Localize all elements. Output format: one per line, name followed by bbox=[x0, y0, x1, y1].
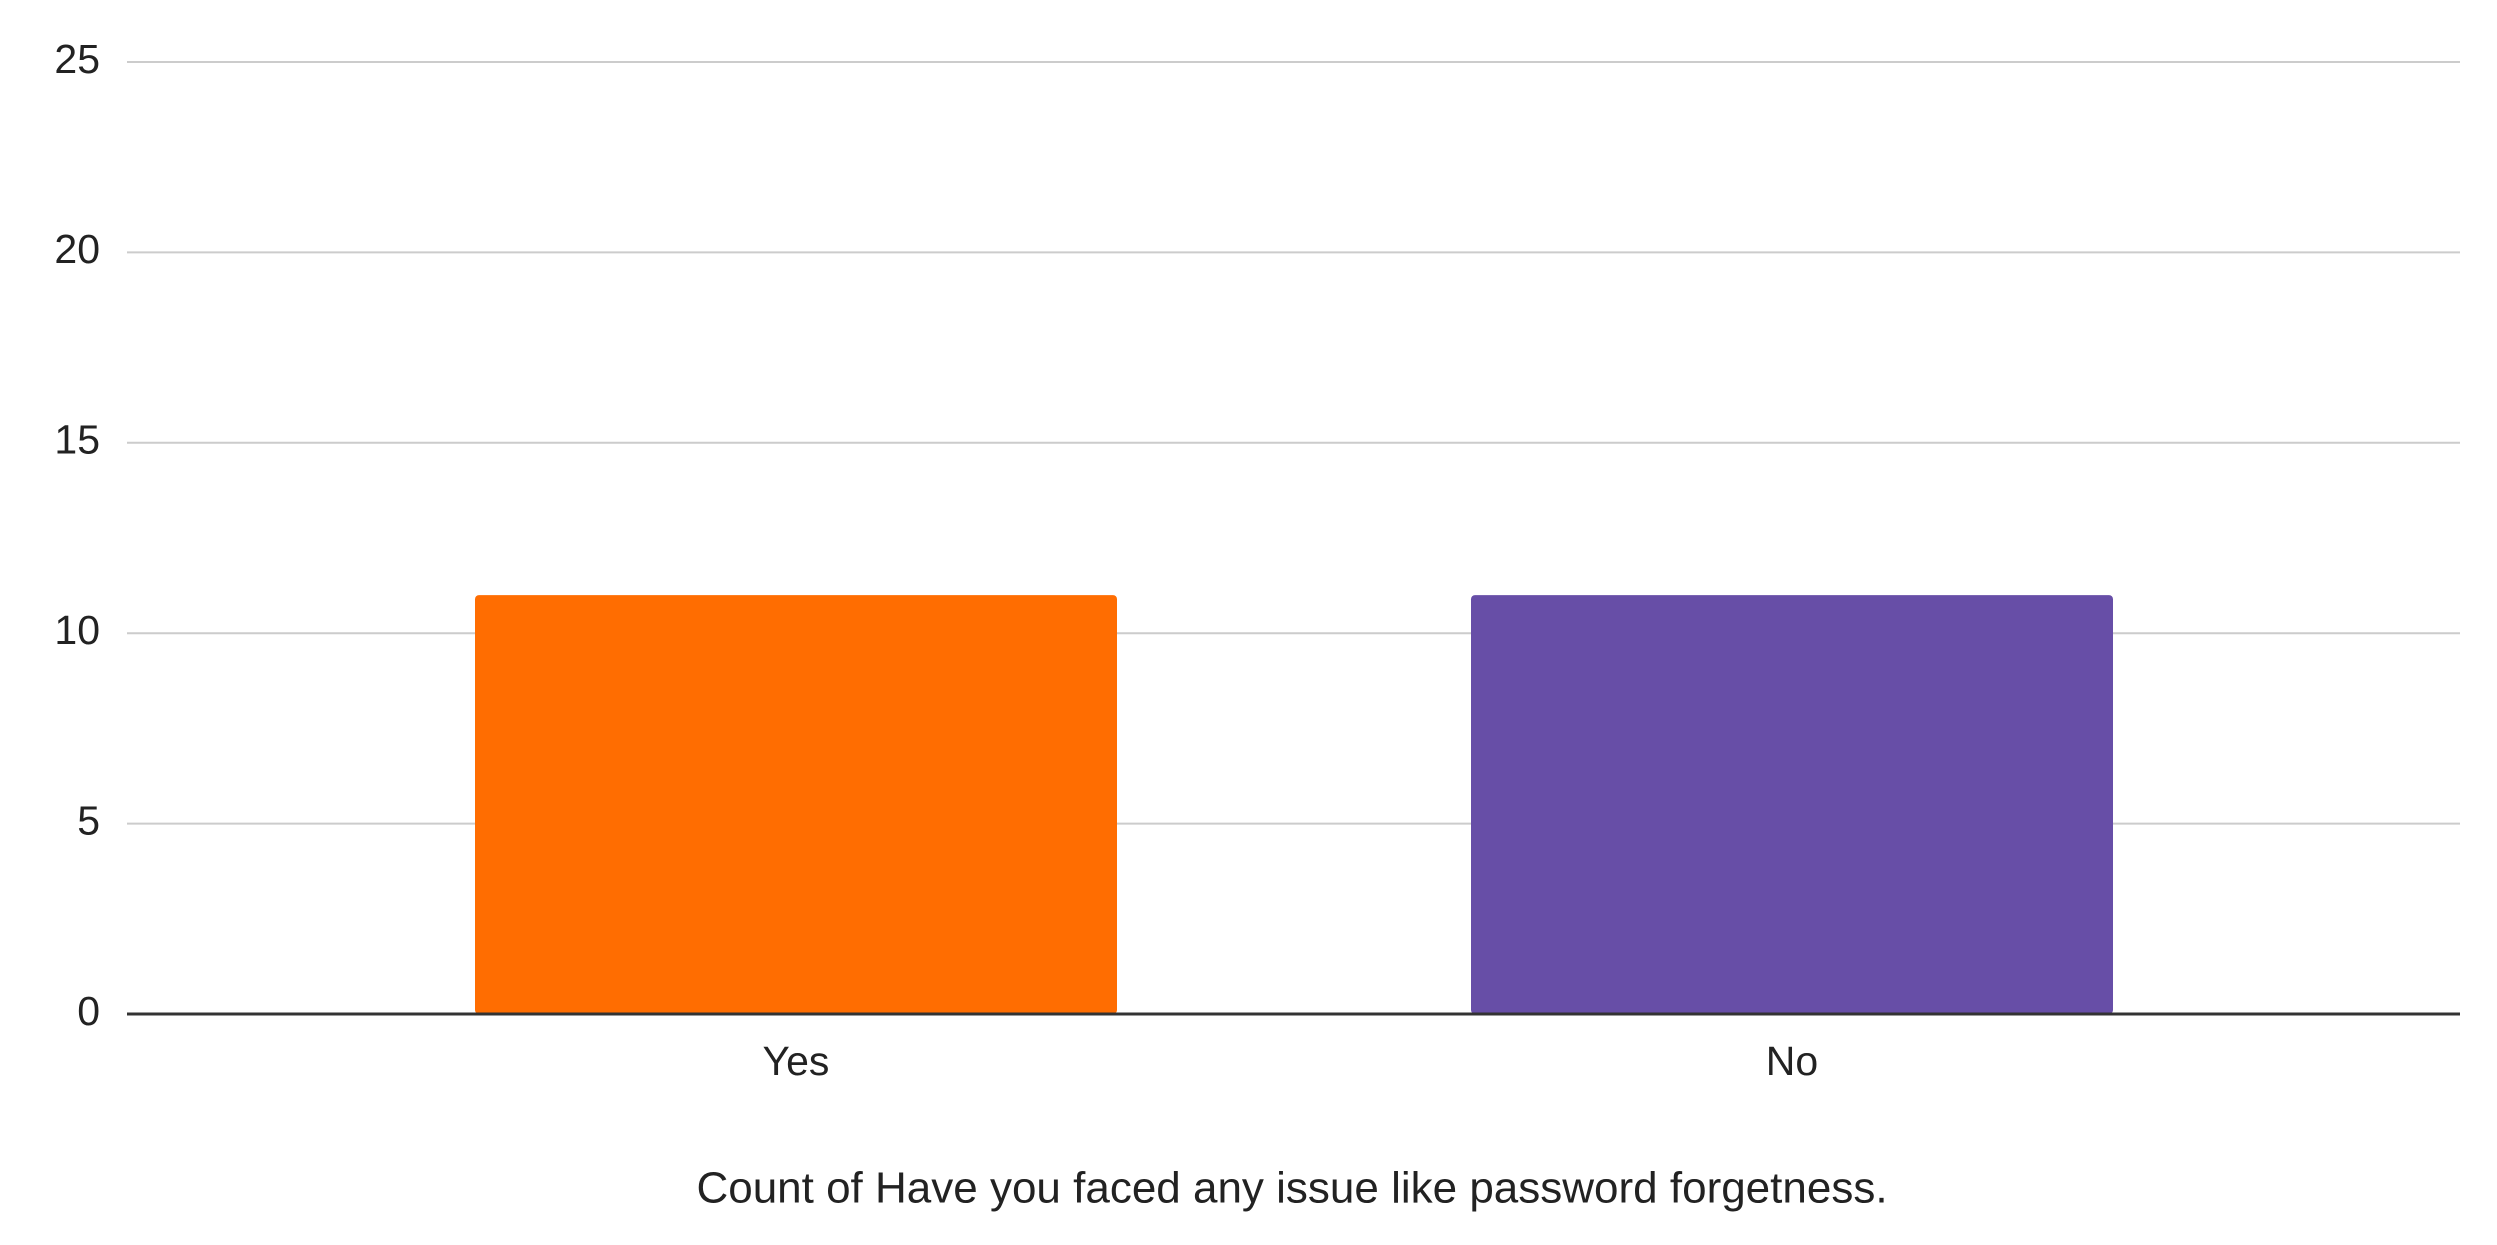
y-tick-label: 0 bbox=[77, 988, 100, 1034]
bar bbox=[475, 595, 1117, 1014]
x-tick-label: Yes bbox=[763, 1038, 830, 1084]
y-tick-label: 20 bbox=[54, 226, 100, 272]
y-tick-label: 25 bbox=[54, 36, 100, 82]
x-tick-label: No bbox=[1766, 1038, 1818, 1084]
y-tick-label: 10 bbox=[54, 607, 100, 653]
x-axis-title: Count of Have you faced any issue like p… bbox=[696, 1164, 1887, 1213]
y-tick-label: 5 bbox=[77, 797, 100, 843]
y-tick-label: 15 bbox=[54, 417, 100, 463]
bar bbox=[1471, 595, 2113, 1014]
